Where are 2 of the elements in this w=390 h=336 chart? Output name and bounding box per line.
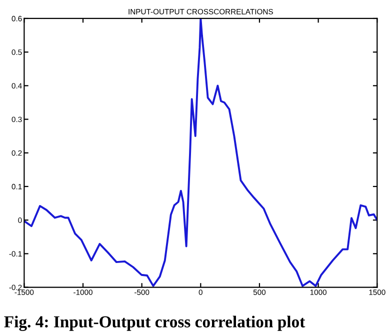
caption: Fig. 4: Input-Output cross correlation plot [4, 316, 306, 331]
line-series [24, 18, 378, 287]
